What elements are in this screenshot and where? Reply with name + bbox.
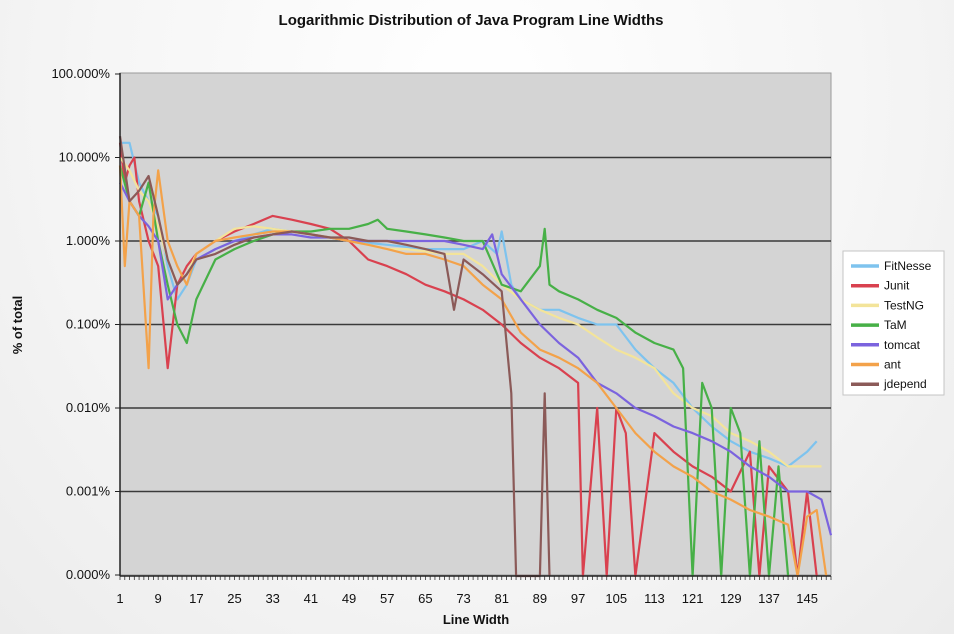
y-tick-label: 0.100% [66, 317, 111, 332]
series-layer [118, 136, 833, 578]
y-tick-label: 100.000% [51, 66, 110, 81]
legend-box [842, 250, 945, 396]
x-tick-label: 121 [682, 591, 704, 606]
x-tick-label: 41 [304, 591, 318, 606]
series-line-ant [118, 165, 828, 578]
x-tick-label: 65 [418, 591, 432, 606]
x-tick-label: 145 [796, 591, 818, 606]
y-tick-label: 10.000% [59, 150, 111, 165]
x-tick-label: 81 [495, 591, 509, 606]
x-tick-label: 9 [155, 591, 162, 606]
y-tick-label: 0.000% [66, 567, 111, 582]
legend-label: FitNesse [884, 259, 932, 273]
y-axis-ticks: 100.000% 10.000% 1.000% 0.100% 0.010% 0.001% 0… [51, 66, 120, 582]
x-tick-label: 73 [456, 591, 470, 606]
legend: FitNesse Junit TestNG TaM tomcat ant jdepend [842, 250, 945, 396]
x-tick-label: 113 [644, 591, 665, 606]
x-tick-label: 105 [605, 591, 627, 606]
x-tick-label: 57 [380, 591, 394, 606]
chart-title: Logarithmic Distribution of Java Program… [279, 12, 664, 29]
x-tick-label: 1 [116, 591, 123, 606]
x-tick-label: 17 [189, 591, 203, 606]
legend-label: TestNG [884, 298, 924, 312]
x-axis-label: Line Width [443, 612, 509, 627]
legend-label: tomcat [884, 338, 921, 352]
y-tick-label: 1.000% [66, 233, 111, 248]
series-line-tam [118, 165, 790, 578]
x-tick-label: 25 [227, 591, 241, 606]
legend-label: Junit [884, 279, 910, 293]
legend-label: TaM [884, 318, 907, 332]
y-axis-label: % of total [10, 296, 25, 355]
legend-label: ant [884, 358, 901, 372]
x-tick-label: 137 [758, 591, 780, 606]
x-tick-label: 33 [265, 591, 279, 606]
x-axis-ticks: 1 9 17 25 33 41 49 57 65 73 81 89 97 105 113 121 129 137 1… [116, 576, 832, 606]
x-tick-label: 97 [571, 591, 585, 606]
series-line-jdepend [118, 136, 551, 578]
x-tick-label: 129 [720, 591, 742, 606]
y-tick-label: 0.001% [66, 484, 111, 499]
x-tick-label: 49 [342, 591, 356, 606]
y-tick-label: 0.010% [66, 400, 111, 415]
x-tick-label: 89 [533, 591, 547, 606]
legend-label: jdepend [883, 377, 927, 391]
